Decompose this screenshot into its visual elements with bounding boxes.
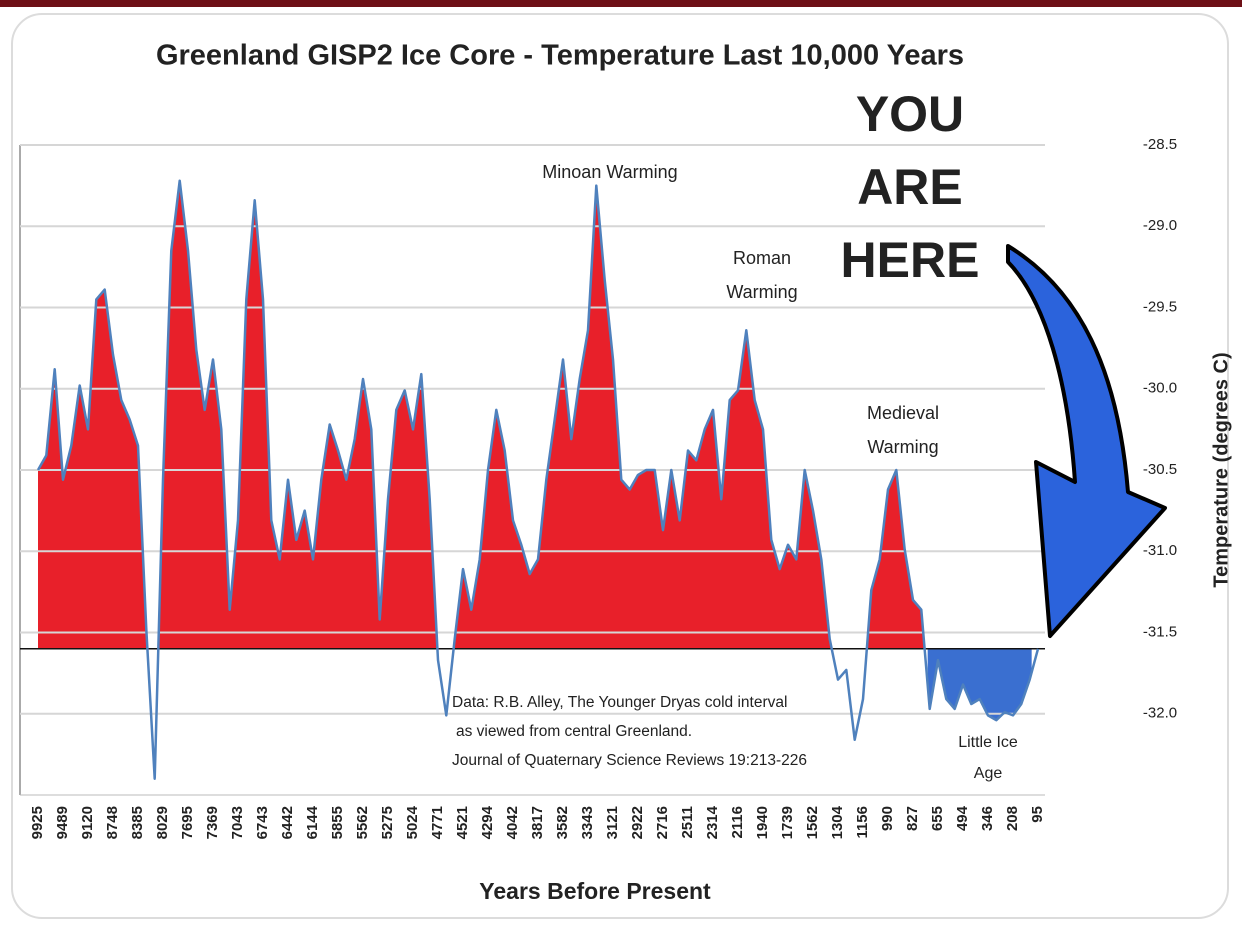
- annotation: Data: R.B. Alley, The Younger Dryas cold…: [452, 694, 787, 711]
- x-tick-label: 3817: [529, 806, 546, 839]
- annotation: HERE: [841, 232, 980, 288]
- y-tick-label: -28.5: [1143, 136, 1177, 153]
- x-tick-label: 3343: [579, 806, 596, 839]
- y-tick-label: -30.5: [1143, 461, 1177, 478]
- annotation: Warming: [726, 282, 797, 302]
- annotation: Roman: [733, 248, 791, 268]
- y-tick-label: -31.5: [1143, 623, 1177, 640]
- y-tick-label: -29.5: [1143, 298, 1177, 315]
- x-tick-label: 9925: [29, 806, 46, 839]
- x-tick-label: 5024: [404, 805, 421, 839]
- x-tick-label: 1156: [854, 806, 871, 839]
- y-tick-label: -31.0: [1143, 542, 1177, 559]
- y-tick-label: -29.0: [1143, 217, 1177, 234]
- x-tick-label: 7695: [179, 806, 196, 839]
- x-tick-label: 4042: [504, 806, 521, 839]
- annotation: as viewed from central Greenland.: [456, 723, 692, 740]
- y-tick-label: -32.0: [1143, 705, 1177, 722]
- x-tick-label: 2511: [679, 806, 696, 839]
- x-tick-label: 3582: [554, 806, 571, 839]
- x-tick-label: 2716: [654, 806, 671, 839]
- x-tick-label: 2922: [629, 806, 646, 839]
- y-tick-label: -30.0: [1143, 380, 1177, 397]
- x-tick-label: 4521: [454, 806, 471, 839]
- x-tick-label: 9489: [54, 806, 71, 839]
- x-tick-label: 494: [954, 805, 971, 831]
- x-tick-label: 95: [1029, 806, 1046, 823]
- x-tick-label: 4771: [429, 806, 446, 839]
- x-tick-label: 9120: [79, 806, 96, 839]
- x-tick-label: 1739: [779, 806, 796, 839]
- area-fill-below: [927, 648, 1032, 721]
- x-tick-label: 6442: [279, 806, 296, 839]
- arrow: [1006, 244, 1167, 638]
- x-tick-label: 6743: [254, 806, 271, 839]
- plot-area: -28.5 -29.0 -29.5 -30.0 -30.5 -31.0 -31.5 -32.0…: [19, 136, 1177, 839]
- y-axis-title: Temperature (degrees C): [1210, 352, 1232, 587]
- annotation: Journal of Quaternary Science Reviews 19…: [452, 752, 807, 769]
- x-tick-label: 5562: [354, 806, 371, 839]
- x-tick-label: 7369: [204, 806, 221, 839]
- x-tick-label: 655: [929, 806, 946, 831]
- x-tick-label: 5855: [329, 806, 346, 839]
- annotation: Medieval: [867, 403, 939, 423]
- chart-title: Greenland GISP2 Ice Core - Temperature L…: [156, 40, 964, 72]
- x-tick-label: 346: [979, 806, 996, 831]
- x-tick-label: 6144: [304, 805, 321, 839]
- annotation: ARE: [857, 159, 963, 215]
- x-tick-label: 8385: [129, 806, 146, 839]
- x-tick-label: 1562: [804, 806, 821, 839]
- x-tick-label: 208: [1004, 806, 1021, 831]
- x-tick-label: 8029: [154, 806, 171, 839]
- x-tick-label: 4294: [479, 805, 496, 839]
- top-bar: [0, 0, 1242, 7]
- x-axis-title: Years Before Present: [479, 878, 711, 904]
- x-tick-label: 827: [904, 806, 921, 831]
- x-tick-label: 2314: [704, 805, 721, 839]
- x-tick-label: 1304: [829, 805, 846, 839]
- annotation: Warming: [867, 437, 938, 457]
- x-tick-label: 990: [879, 806, 896, 831]
- x-tick-label: 3121: [604, 806, 621, 839]
- x-tick-label: 5275: [379, 806, 396, 839]
- data-line: [36, 179, 1040, 780]
- x-tick-label: 8748: [104, 806, 121, 839]
- annotation: YOU: [856, 86, 964, 142]
- annotation: Minoan Warming: [542, 162, 677, 182]
- annotation: Little Ice: [958, 734, 1018, 751]
- area-fill: [38, 180, 1038, 649]
- x-tick-label: 7043: [229, 806, 246, 839]
- x-tick-label: 2116: [729, 806, 746, 839]
- x-tick-label: 1940: [754, 806, 771, 839]
- annotation: Age: [974, 765, 1003, 782]
